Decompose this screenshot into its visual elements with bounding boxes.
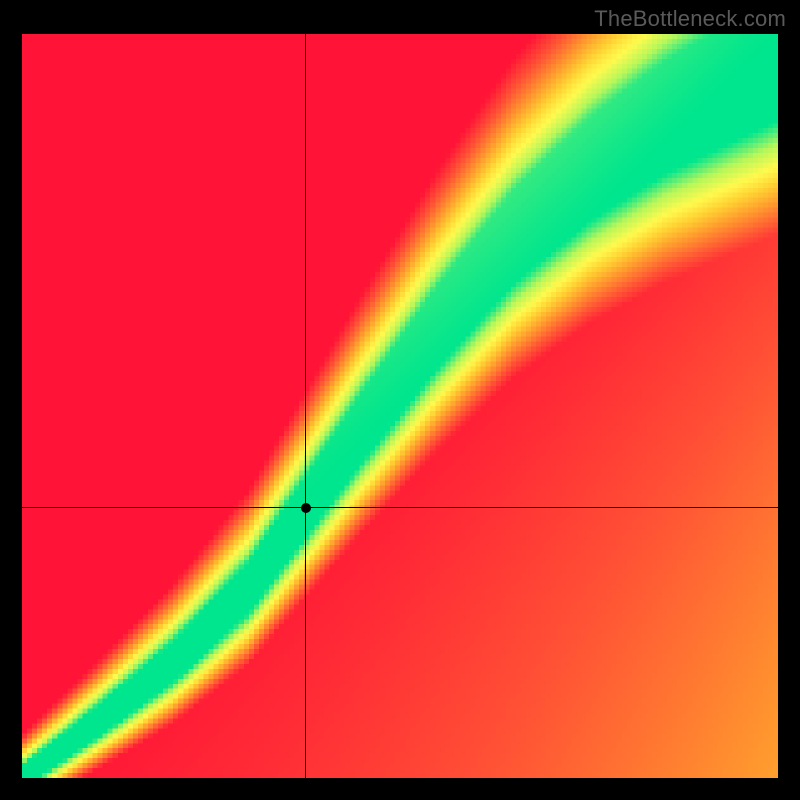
crosshair-vertical: [305, 34, 306, 778]
chart-container: TheBottleneck.com: [0, 0, 800, 800]
plot-area: [22, 34, 778, 778]
watermark-text: TheBottleneck.com: [594, 6, 786, 32]
crosshair-horizontal: [22, 507, 778, 508]
crosshair-marker: [301, 503, 311, 513]
bottleneck-heatmap: [22, 34, 778, 778]
